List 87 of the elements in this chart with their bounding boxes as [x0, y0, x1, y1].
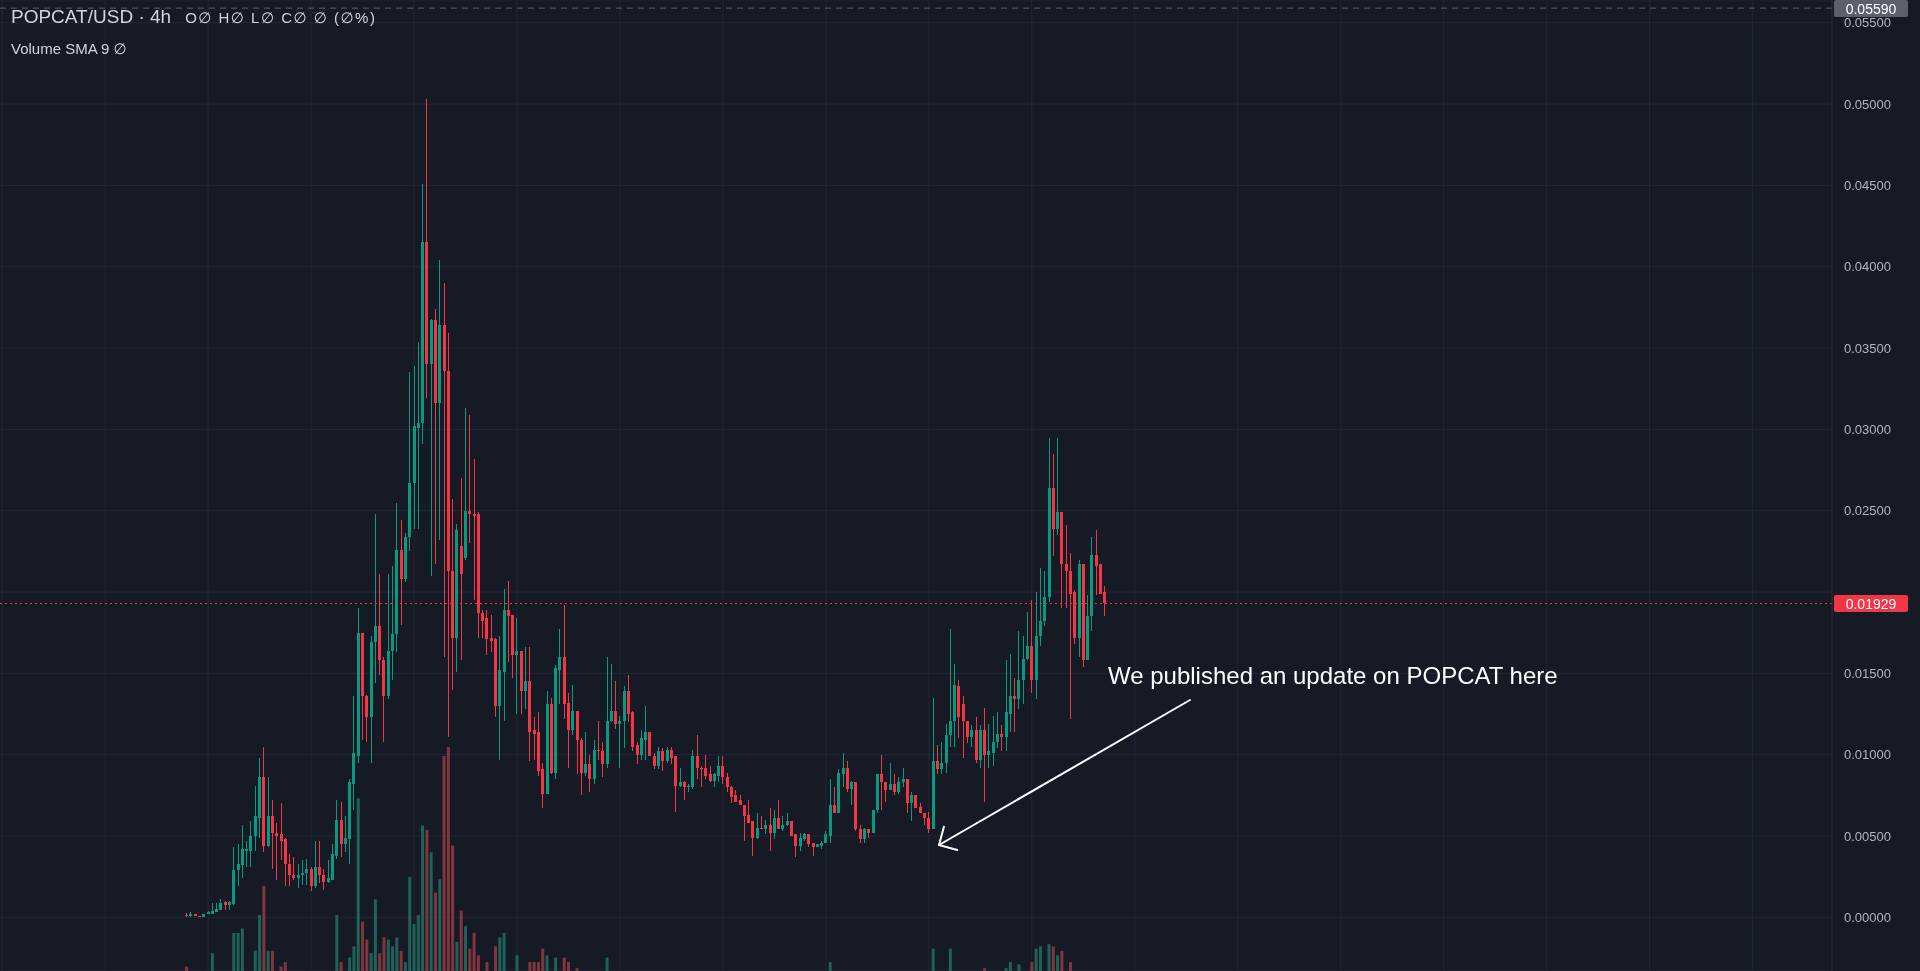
y-tick-label: 0.00500: [1844, 828, 1891, 844]
bar: [502, 932, 506, 971]
bar: [485, 962, 489, 971]
bar: [828, 962, 832, 971]
bar: [605, 957, 609, 971]
bar: [532, 962, 536, 971]
bar: [498, 937, 502, 971]
bar: [983, 968, 987, 971]
y-tick-label: 0.01500: [1844, 665, 1891, 681]
bar: [408, 876, 412, 971]
bar: [472, 932, 476, 971]
bar: [210, 953, 214, 971]
bar: [399, 950, 403, 971]
bar: [232, 932, 236, 971]
bar: [1068, 962, 1072, 971]
candlestick: [275, 822, 278, 880]
bar: [468, 948, 472, 971]
bar: [1056, 955, 1060, 971]
candlestick: [301, 860, 304, 885]
bar: [1034, 948, 1038, 971]
bar: [373, 899, 377, 971]
bar: [1051, 946, 1055, 971]
bar: [421, 825, 425, 971]
bar: [515, 955, 519, 971]
bar: [948, 948, 952, 971]
y-tick-label: 0.05500: [1844, 15, 1891, 31]
candlestick: [417, 341, 420, 529]
bar: [266, 950, 270, 971]
bar: [1008, 962, 1012, 971]
ref-line-label: 0.01929: [1845, 595, 1897, 612]
bar: [185, 966, 189, 971]
bar: [1038, 946, 1042, 971]
text: O∅ H∅ L∅ C∅ ∅ (∅%): [185, 9, 377, 27]
chart-title: Volume SMA 9 ∅: [11, 40, 127, 58]
bar: [425, 829, 429, 971]
chart-title: POPCAT/USD · 4h: [11, 6, 172, 28]
bar: [494, 946, 498, 971]
candlestick: [374, 513, 377, 684]
bar: [270, 950, 274, 971]
bar: [352, 946, 356, 971]
y-tick-label: 0.04000: [1844, 259, 1891, 275]
bar: [541, 948, 545, 971]
bar: [356, 798, 360, 971]
bar: [335, 915, 339, 971]
bar: [459, 910, 463, 971]
ref-line-label: 0.05590: [1845, 0, 1897, 17]
bar: [1060, 950, 1064, 971]
y-tick-label: 0.04500: [1844, 178, 1891, 194]
bar: [931, 948, 935, 971]
bar: [382, 937, 386, 971]
bar: [236, 932, 240, 971]
bar: [429, 852, 433, 971]
y-tick-label: 0.05000: [1844, 96, 1891, 112]
bar: [545, 955, 549, 971]
y-tick-label: 0.03000: [1844, 422, 1891, 437]
bar: [1030, 962, 1034, 971]
bar: [575, 968, 579, 971]
bar: [554, 957, 558, 971]
candlestick: [618, 715, 621, 768]
y-tick-label: 0.01000: [1844, 747, 1891, 763]
bar: [433, 892, 437, 971]
bar: [1047, 944, 1051, 971]
bar: [395, 937, 399, 971]
bar: [1017, 964, 1021, 971]
bar: [361, 921, 365, 971]
bar: [279, 966, 283, 971]
y-tick-label: 0.03500: [1844, 340, 1891, 356]
bar: [446, 747, 450, 971]
y-tick-label: 0.00000: [1844, 909, 1891, 925]
bar: [438, 879, 442, 971]
candlestick: [987, 723, 990, 768]
bar: [240, 928, 244, 971]
bar: [562, 957, 566, 971]
bar: [262, 885, 266, 971]
candlestick: [245, 840, 248, 867]
bar: [339, 962, 343, 971]
bar: [464, 926, 468, 971]
bar: [566, 962, 570, 971]
bar: [528, 962, 532, 971]
bar: [283, 962, 287, 971]
bar: [386, 939, 390, 971]
bar: [455, 941, 459, 971]
y-tick-label: 0.02500: [1844, 503, 1891, 519]
annotation: We published an update on POPCAT here: [1108, 661, 1558, 689]
candlestick: [468, 414, 471, 544]
bar: [258, 915, 262, 971]
candlestick: [1013, 678, 1016, 732]
